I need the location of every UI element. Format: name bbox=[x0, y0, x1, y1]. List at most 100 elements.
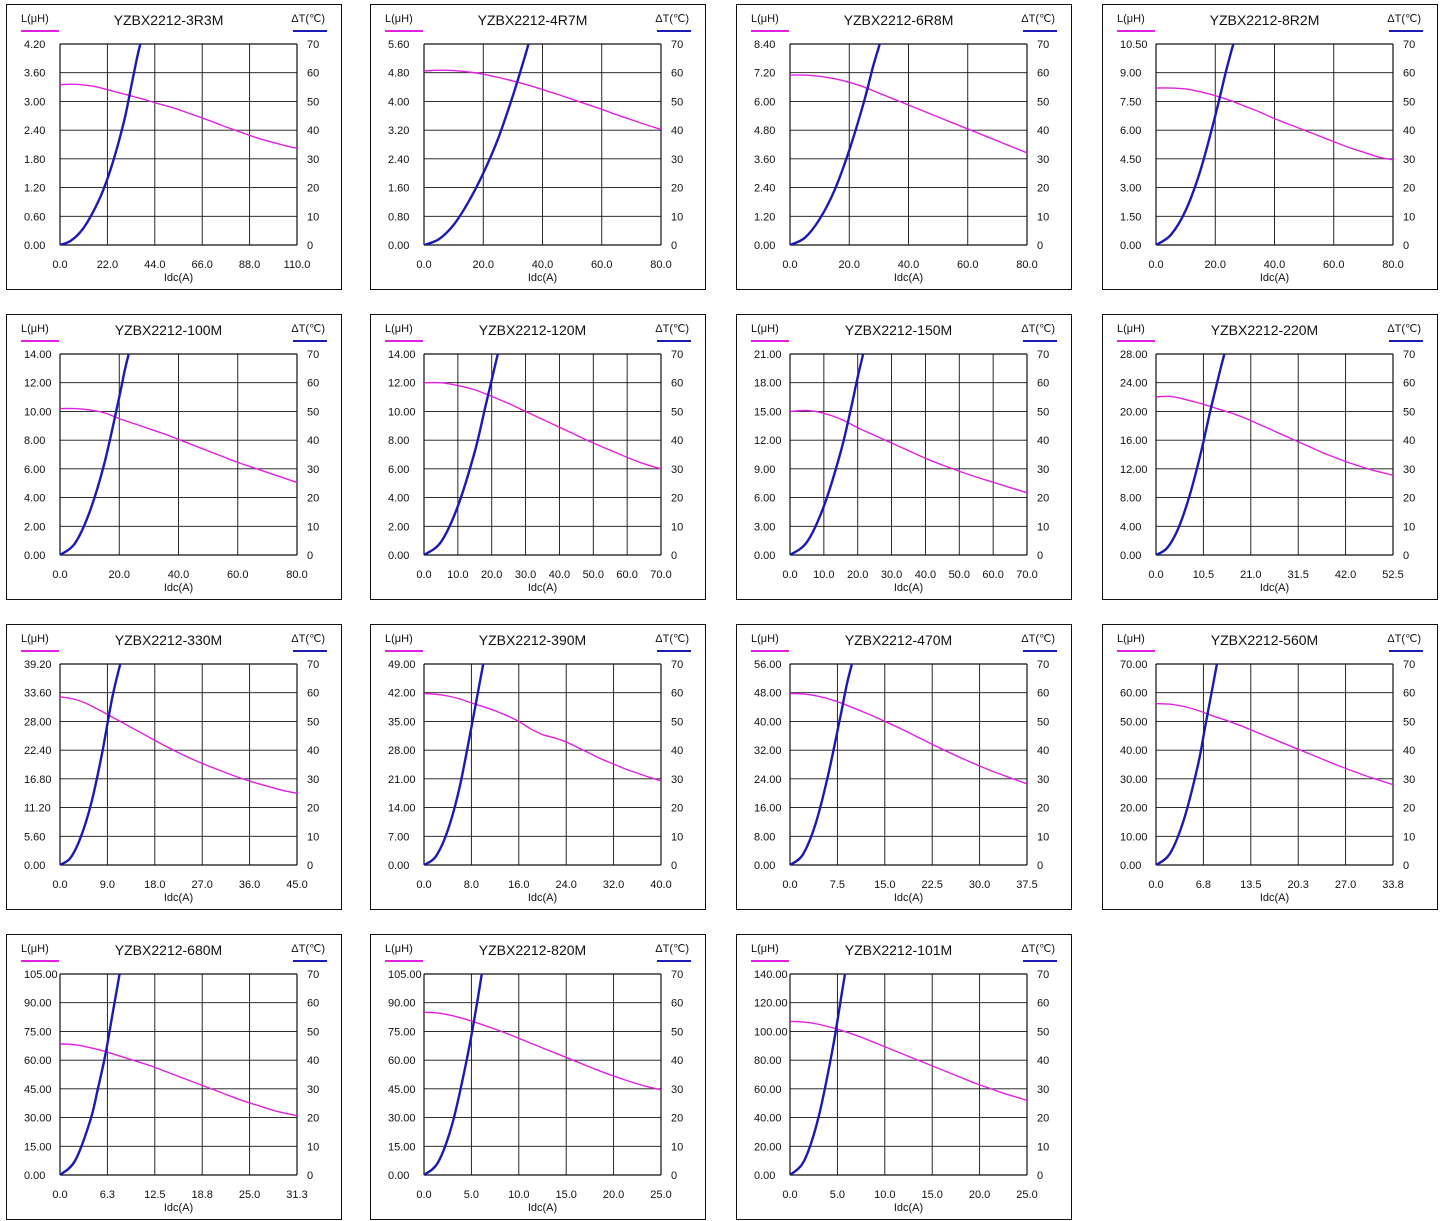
x-axis-label: Idc(A) bbox=[528, 272, 557, 284]
x-axis-label: Idc(A) bbox=[528, 1202, 557, 1214]
chart-panel: YZBX2212-150M L(μH) ΔT(℃) 21.00 18.00 15.00 12… bbox=[736, 314, 1072, 600]
left-tick-label: 2.00 bbox=[24, 521, 45, 533]
left-tick-label: 2.40 bbox=[24, 125, 45, 137]
left-tick-label: 35.00 bbox=[388, 716, 416, 728]
x-tick-label: 60.0 bbox=[227, 569, 248, 581]
right-tick-label: 20 bbox=[307, 493, 319, 505]
right-tick-label: 0 bbox=[307, 860, 313, 872]
x-tick-label: 0.0 bbox=[1148, 879, 1163, 891]
left-tick-label: 39.20 bbox=[24, 659, 52, 671]
x-tick-label: 10.0 bbox=[813, 569, 834, 581]
right-tick-label: 20 bbox=[1403, 183, 1415, 195]
right-axis-label: ΔT(℃) bbox=[291, 943, 325, 955]
left-tick-label: 1.20 bbox=[24, 183, 45, 195]
x-tick-label: 33.8 bbox=[1382, 879, 1403, 891]
left-tick-label: 0.00 bbox=[24, 240, 45, 252]
x-tick-label: 37.5 bbox=[1016, 879, 1037, 891]
right-tick-label: 50 bbox=[1403, 96, 1415, 108]
left-tick-label: 90.00 bbox=[24, 998, 52, 1010]
chart-title: YZBX2212-330M bbox=[115, 632, 222, 648]
right-tick-label: 50 bbox=[1037, 716, 1049, 728]
left-tick-label: 21.00 bbox=[388, 774, 416, 786]
x-tick-label: 6.8 bbox=[1196, 879, 1211, 891]
chart-svg: YZBX2212-470M L(μH) ΔT(℃) 56.00 48.00 40.00 32… bbox=[751, 632, 1057, 904]
chart-panel: YZBX2212-100M L(μH) ΔT(℃) 14.00 12.00 10.00 8.… bbox=[6, 314, 342, 600]
right-tick-label: 10 bbox=[1037, 521, 1049, 533]
temperature-curve bbox=[424, 974, 483, 1175]
left-tick-label: 0.00 bbox=[24, 1170, 45, 1182]
left-axis-label: L(μH) bbox=[385, 633, 413, 645]
right-tick-label: 40 bbox=[1037, 435, 1049, 447]
right-tick-label: 40 bbox=[671, 745, 683, 757]
x-tick-label: 40.0 bbox=[915, 569, 936, 581]
chart-panel: YZBX2212-220M L(μH) ΔT(℃) 28.00 24.00 20.00 16… bbox=[1102, 314, 1438, 600]
chart-panel: YZBX2212-680M L(μH) ΔT(℃) 105.00 90.00 75.00 6… bbox=[6, 934, 342, 1220]
right-tick-label: 70 bbox=[671, 969, 683, 981]
right-tick-label: 40 bbox=[671, 1055, 683, 1067]
left-tick-label: 3.60 bbox=[754, 154, 775, 166]
left-tick-label: 8.00 bbox=[754, 831, 775, 843]
right-tick-label: 20 bbox=[671, 183, 683, 195]
right-tick-label: 60 bbox=[307, 68, 319, 80]
left-tick-label: 10.50 bbox=[1120, 39, 1148, 51]
left-tick-label: 10.00 bbox=[24, 406, 52, 418]
left-tick-label: 4.00 bbox=[1120, 521, 1141, 533]
x-axis-label: Idc(A) bbox=[164, 582, 193, 594]
left-tick-label: 15.00 bbox=[754, 406, 782, 418]
temperature-curve bbox=[60, 354, 130, 555]
x-tick-label: 50.0 bbox=[583, 569, 604, 581]
left-tick-label: 3.00 bbox=[1120, 183, 1141, 195]
left-tick-label: 6.00 bbox=[388, 464, 409, 476]
left-tick-label: 0.00 bbox=[388, 860, 409, 872]
left-tick-label: 60.00 bbox=[388, 1055, 416, 1067]
chart-svg: YZBX2212-330M L(μH) ΔT(℃) 39.20 33.60 28.00 22… bbox=[21, 632, 327, 904]
right-tick-label: 30 bbox=[1037, 774, 1049, 786]
x-axis-label: Idc(A) bbox=[894, 892, 923, 904]
x-tick-label: 20.0 bbox=[473, 259, 494, 271]
inductance-curve bbox=[424, 381, 661, 470]
right-tick-label: 20 bbox=[671, 1113, 683, 1125]
x-tick-label: 18.8 bbox=[191, 1189, 212, 1201]
right-tick-label: 20 bbox=[1403, 493, 1415, 505]
left-tick-label: 0.00 bbox=[1120, 550, 1141, 562]
x-axis-label: Idc(A) bbox=[1260, 892, 1289, 904]
chart-panel: YZBX2212-120M L(μH) ΔT(℃) 14.00 12.00 10.00 8.… bbox=[370, 314, 706, 600]
x-tick-label: 52.5 bbox=[1382, 569, 1403, 581]
left-tick-label: 9.00 bbox=[1120, 68, 1141, 80]
left-tick-label: 3.60 bbox=[24, 68, 45, 80]
inductance-curve bbox=[790, 409, 1027, 494]
temperature-curve bbox=[1156, 44, 1235, 245]
right-tick-label: 60 bbox=[1403, 378, 1415, 390]
left-tick-label: 33.60 bbox=[24, 688, 52, 700]
right-tick-label: 30 bbox=[1403, 464, 1415, 476]
inductance-curve bbox=[790, 74, 1027, 154]
x-tick-label: 30.0 bbox=[881, 569, 902, 581]
x-tick-label: 10.0 bbox=[447, 569, 468, 581]
left-tick-label: 105.00 bbox=[388, 969, 422, 981]
x-tick-label: 50.0 bbox=[949, 569, 970, 581]
left-tick-label: 42.00 bbox=[388, 688, 416, 700]
left-tick-label: 28.00 bbox=[388, 745, 416, 757]
x-tick-label: 70.0 bbox=[1016, 569, 1037, 581]
left-axis-label: L(μH) bbox=[385, 323, 413, 335]
x-axis-label: Idc(A) bbox=[164, 272, 193, 284]
left-axis-label: L(μH) bbox=[751, 633, 779, 645]
right-tick-label: 60 bbox=[1403, 688, 1415, 700]
chart-svg: YZBX2212-390M L(μH) ΔT(℃) 49.00 42.00 35.00 28… bbox=[385, 632, 691, 904]
x-tick-label: 42.0 bbox=[1335, 569, 1356, 581]
left-tick-label: 0.00 bbox=[754, 1170, 775, 1182]
right-tick-label: 10 bbox=[307, 831, 319, 843]
right-axis-label: ΔT(℃) bbox=[1021, 633, 1055, 645]
left-tick-label: 3.00 bbox=[24, 96, 45, 108]
x-tick-label: 40.0 bbox=[549, 569, 570, 581]
right-tick-label: 40 bbox=[1403, 745, 1415, 757]
left-tick-label: 0.00 bbox=[24, 550, 45, 562]
left-tick-label: 1.20 bbox=[754, 211, 775, 223]
right-tick-label: 40 bbox=[1037, 1055, 1049, 1067]
left-axis-label: L(μH) bbox=[751, 943, 779, 955]
right-tick-label: 30 bbox=[671, 774, 683, 786]
x-tick-label: 15.0 bbox=[874, 879, 895, 891]
left-tick-label: 8.00 bbox=[1120, 493, 1141, 505]
x-tick-label: 20.0 bbox=[847, 569, 868, 581]
x-tick-label: 60.0 bbox=[957, 259, 978, 271]
